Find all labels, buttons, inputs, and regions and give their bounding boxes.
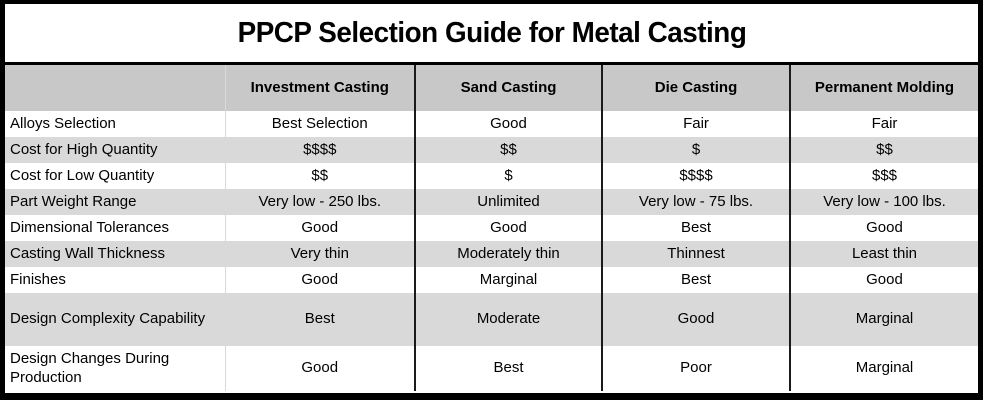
- value-cell: Best: [601, 267, 790, 293]
- page-title: PPCP Selection Guide for Metal Casting: [237, 16, 746, 49]
- table-row: Part Weight Range Very low - 250 lbs. Unli…: [5, 189, 978, 215]
- value-cell: $$: [224, 163, 415, 189]
- value-cell: $$$$: [224, 137, 415, 163]
- value-cell: Good: [414, 215, 602, 241]
- title-bar: PPCP Selection Guide for Metal Casting: [5, 4, 978, 65]
- row-label: Alloys Selection: [10, 114, 116, 132]
- table-row: Finishes Good Marginal Best Good: [5, 267, 978, 293]
- row-label: Casting Wall Thickness: [5, 241, 225, 267]
- value-cell: Best: [224, 293, 415, 346]
- value-cell: Very low - 100 lbs.: [789, 189, 978, 215]
- value-cell: $: [414, 163, 602, 189]
- table-row: Casting Wall Thickness Very thin Moderatel…: [5, 241, 978, 267]
- table-header: Investment Casting Sand Casting Die Castin…: [5, 65, 978, 111]
- value-cell: $: [601, 137, 790, 163]
- value-cell: Fair: [601, 111, 790, 137]
- value-cell: Good: [601, 293, 790, 346]
- table-row: Alloys Selection Best Selection Good Fair Fa…: [5, 111, 978, 137]
- value-cell: Poor: [601, 346, 790, 391]
- row-label: Cost for High Quantity: [5, 137, 225, 163]
- value-cell: Marginal: [789, 346, 978, 391]
- value-cell: Best: [414, 346, 602, 391]
- column-header: Investment Casting: [224, 65, 415, 111]
- value-cell: Unlimited: [414, 189, 602, 215]
- value-cell: Fair: [789, 111, 978, 137]
- row-label: Cost for Low Quantity: [10, 166, 155, 184]
- value-cell: Good: [789, 267, 978, 293]
- value-cell: $$$: [789, 163, 978, 189]
- column-header: Sand Casting: [414, 65, 602, 111]
- value-cell: Marginal: [789, 293, 978, 346]
- value-cell: Moderate: [414, 293, 602, 346]
- table-row: Cost for Low Quantity $$ $ $$$$ $$$: [5, 163, 978, 189]
- value-cell: Good: [224, 267, 415, 293]
- row-label: Design Complexity Capability: [5, 293, 225, 346]
- value-cell: $$: [789, 137, 978, 163]
- column-header: Permanent Molding: [789, 65, 978, 111]
- value-cell: Very thin: [224, 241, 415, 267]
- column-header: Die Casting: [601, 65, 790, 111]
- table-row: Design Complexity Capability Best Moderate…: [5, 293, 978, 346]
- row-label: Finishes: [10, 270, 66, 288]
- value-cell: Good: [224, 346, 415, 391]
- selection-guide-table: Investment Casting Sand Casting Die Castin…: [5, 65, 978, 391]
- table-body: Alloys Selection Best Selection Good Fair Fa…: [5, 111, 978, 391]
- value-cell: Good: [224, 215, 415, 241]
- row-label: Dimensional Tolerances: [10, 218, 169, 236]
- corner-header-cell: [5, 65, 225, 111]
- value-cell: Least thin: [789, 241, 978, 267]
- value-cell: $$: [414, 137, 602, 163]
- value-cell: Very low - 75 lbs.: [601, 189, 790, 215]
- value-cell: Moderately thin: [414, 241, 602, 267]
- value-cell: $$$$: [601, 163, 790, 189]
- row-label: Part Weight Range: [5, 189, 225, 215]
- value-cell: Thinnest: [601, 241, 790, 267]
- row-label: Design Changes During Production: [10, 349, 170, 386]
- value-cell: Marginal: [414, 267, 602, 293]
- value-cell: Best Selection: [224, 111, 415, 137]
- table-row: Design Changes During Production Good Best…: [5, 346, 978, 391]
- table-row: Cost for High Quantity $$$$ $$ $ $$: [5, 137, 978, 163]
- value-cell: Good: [414, 111, 602, 137]
- value-cell: Very low - 250 lbs.: [224, 189, 415, 215]
- table-row: Dimensional Tolerances Good Good Best Good: [5, 215, 978, 241]
- value-cell: Best: [601, 215, 790, 241]
- value-cell: Good: [789, 215, 978, 241]
- header-row: Investment Casting Sand Casting Die Castin…: [5, 65, 978, 111]
